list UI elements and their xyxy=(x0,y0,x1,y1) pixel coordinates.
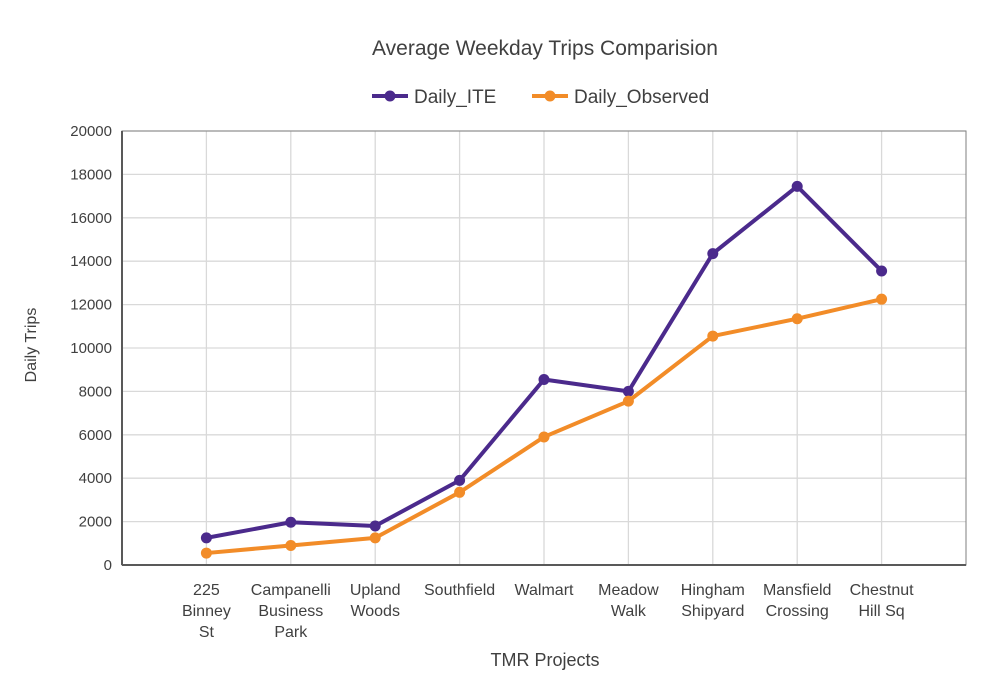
x-tick-label: Mansfield Crossing xyxy=(763,582,831,620)
y-tick-label: 8000 xyxy=(79,383,112,400)
x-tick-label-line: Shipyard xyxy=(681,603,744,620)
data-point xyxy=(285,516,297,528)
y-tick-label: 6000 xyxy=(79,427,112,444)
x-tick-label-line: Mansfield xyxy=(763,582,831,599)
data-point xyxy=(622,385,634,397)
y-tick-label: 0 xyxy=(104,557,112,574)
y-tick-label: 18000 xyxy=(70,166,112,183)
x-tick-label-line: Walmart xyxy=(515,582,575,599)
data-point xyxy=(285,539,297,551)
x-tick-label-line: Chestnut xyxy=(850,582,915,599)
x-tick-label-line: Walk xyxy=(611,603,647,620)
y-tick-label: 20000 xyxy=(70,123,112,140)
data-point xyxy=(707,330,719,342)
legend-label: Daily_ITE xyxy=(414,87,496,108)
data-point xyxy=(791,180,803,192)
y-tick-label: 14000 xyxy=(70,253,112,270)
x-tick-label-line: Campanelli xyxy=(251,582,331,599)
grid xyxy=(121,130,967,566)
legend-marker xyxy=(544,90,556,102)
x-axis-ticks: 225 Binney St Campanelli Business Park Upland W… xyxy=(182,582,914,641)
series-Daily_Observed xyxy=(200,293,888,559)
y-axis-label: Daily Trips xyxy=(23,308,40,383)
y-tick-label: 4000 xyxy=(79,470,112,487)
data-point xyxy=(707,248,719,260)
legend-label: Daily_Observed xyxy=(574,87,709,108)
x-tick-label-line: Southfield xyxy=(424,582,495,599)
x-tick-label: Southfield xyxy=(424,582,495,599)
data-point xyxy=(538,373,550,385)
x-tick-label: Chestnut Hill Sq xyxy=(850,582,915,620)
data-point xyxy=(538,431,550,443)
x-tick-label-line: 225 xyxy=(193,582,220,599)
data-point xyxy=(876,293,888,305)
y-tick-label: 10000 xyxy=(70,340,112,357)
x-tick-label-line: Crossing xyxy=(766,603,829,620)
data-point xyxy=(876,265,888,277)
x-tick-label: Meadow Walk xyxy=(598,582,659,620)
legend: Daily_ITE Daily_Observed xyxy=(372,87,709,108)
data-point xyxy=(369,532,381,544)
data-point xyxy=(454,474,466,486)
x-tick-label-line: Upland xyxy=(350,582,401,599)
x-tick-label-line: Hingham xyxy=(681,582,745,599)
series-layer xyxy=(200,180,888,559)
y-tick-label: 2000 xyxy=(79,514,112,531)
data-point xyxy=(369,520,381,532)
series-Daily_ITE xyxy=(200,180,888,544)
x-tick-label-line: Business xyxy=(258,603,323,620)
y-axis-ticks: 0 2000 4000 6000 8000 10000 12000 14000 16000 180… xyxy=(70,123,112,574)
x-tick-label-line: Meadow xyxy=(598,582,659,599)
data-point xyxy=(622,395,634,407)
x-tick-label: 225 Binney St xyxy=(182,582,231,641)
y-tick-label: 16000 xyxy=(70,210,112,227)
x-axis-label: TMR Projects xyxy=(490,650,599,670)
data-point xyxy=(200,547,212,559)
x-tick-label-line: Binney xyxy=(182,603,231,620)
legend-marker xyxy=(384,90,396,102)
data-point xyxy=(454,486,466,498)
data-point xyxy=(791,313,803,325)
x-tick-label: Campanelli Business Park xyxy=(251,582,331,641)
x-tick-label: Hingham Shipyard xyxy=(681,582,745,620)
x-tick-label-line: Woods xyxy=(350,603,400,620)
x-tick-label-line: Hill Sq xyxy=(858,603,904,620)
chart-title: Average Weekday Trips Comparision xyxy=(372,37,718,60)
x-tick-label-line: Park xyxy=(274,624,308,641)
x-tick-label-line: St xyxy=(199,624,215,641)
y-tick-label: 12000 xyxy=(70,297,112,314)
data-point xyxy=(200,532,212,544)
x-tick-label: Walmart xyxy=(515,582,575,599)
x-tick-label: Upland Woods xyxy=(350,582,401,620)
